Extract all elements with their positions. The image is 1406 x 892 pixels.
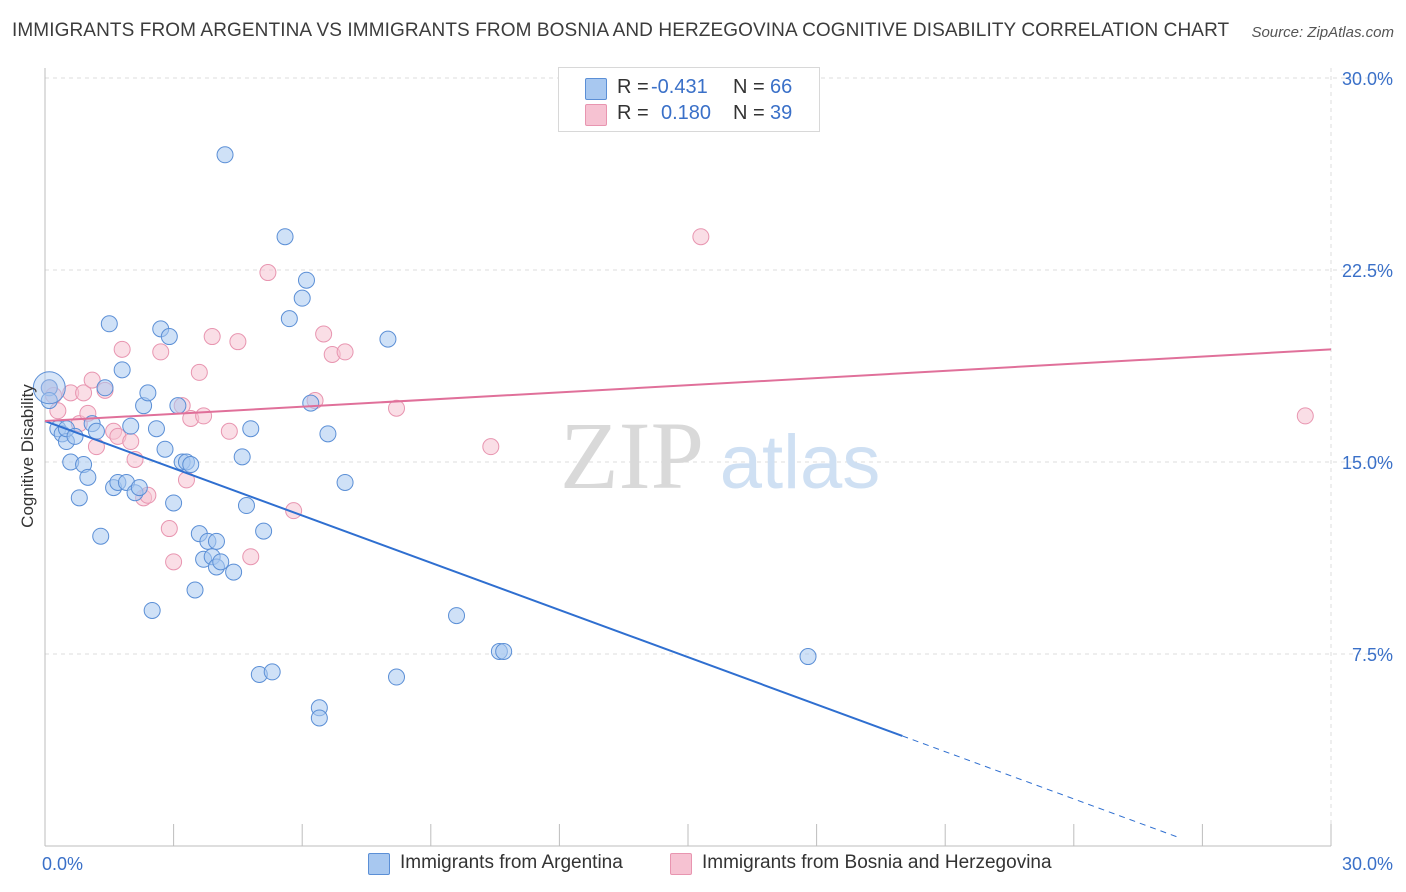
argentina-point [139, 384, 157, 402]
argentina-point [293, 289, 311, 307]
argentina-point [310, 709, 328, 727]
bosnia-point [203, 328, 221, 346]
argentina-point [379, 330, 397, 348]
bosnia-point [388, 399, 406, 417]
argentina-point [297, 271, 315, 289]
source-label: Source: ZipAtlas.com [1251, 24, 1394, 41]
bosnia-point [315, 325, 333, 343]
legend-r-value: -0.431 [651, 76, 708, 98]
argentina-point [216, 146, 234, 164]
argentina-point [156, 440, 174, 458]
argentina-point [255, 522, 273, 540]
argentina-point [276, 228, 294, 246]
bosnia-point [692, 228, 710, 246]
y-tick-label: 15.0% [1342, 453, 1393, 473]
argentina-point [388, 668, 406, 686]
legend-r-label: R = [617, 102, 649, 124]
argentina-point [143, 601, 161, 619]
bosnia-point [195, 407, 213, 425]
y-tick-label: 7.5% [1352, 645, 1393, 665]
argentina-point [40, 392, 58, 410]
bosnia-point [242, 548, 260, 566]
argentina-point [233, 448, 251, 466]
bosnia-point [229, 333, 247, 351]
legend-n-value: 39 [770, 102, 793, 124]
y-tick-label: 22.5% [1342, 261, 1393, 281]
bosnia-point [83, 371, 101, 389]
bosnia-point [259, 264, 277, 282]
argentina-trend-extension [902, 735, 1182, 839]
argentina-point [169, 397, 187, 415]
x-tick-label: 0.0% [42, 854, 83, 874]
argentina-point [66, 427, 84, 445]
argentina-point [225, 563, 243, 581]
chart-title: IMMIGRANTS FROM ARGENTINA VS IMMIGRANTS … [12, 20, 1230, 41]
bosnia-point [190, 363, 208, 381]
argentina-point [92, 527, 110, 545]
argentina-point [302, 394, 320, 412]
watermark-zip: ZIP [560, 402, 704, 509]
argentina-point [32, 371, 66, 405]
argentina-point [263, 663, 281, 681]
bosnia-point [177, 471, 195, 489]
argentina-point [130, 479, 148, 497]
bosnia-point [113, 340, 131, 358]
watermark: ZIP atlas [560, 402, 880, 509]
legend-r-label: R = [617, 76, 649, 98]
correlation-legend: R = -0.431 N = 66 R = 0.180 N = 39 [558, 67, 820, 132]
bosnia-point [482, 438, 500, 456]
argentina-point [165, 494, 183, 512]
x-tick-label: 30.0% [1342, 854, 1393, 874]
argentina-point [100, 315, 118, 333]
argentina-point [495, 642, 513, 660]
axes [44, 68, 1332, 847]
argentina-point [799, 648, 817, 666]
argentina-point [113, 361, 131, 379]
legend-n-value: 66 [770, 76, 793, 98]
bosnia-point [165, 553, 183, 571]
watermark-atlas: atlas [720, 420, 881, 505]
legend-swatch-blue [585, 78, 607, 100]
bosnia-point [75, 384, 93, 402]
legend-swatch-pink [670, 853, 692, 875]
legend-swatch-pink [585, 104, 607, 126]
argentina-point [212, 553, 230, 571]
argentina-point [79, 468, 97, 486]
y-axis-label: Cognitive Disability [18, 384, 37, 528]
argentina-point [242, 420, 260, 438]
trend-lines [44, 348, 1332, 839]
argentina-point [336, 473, 354, 491]
argentina-point [186, 581, 204, 599]
legend-n-label: N = [733, 76, 765, 98]
argentina-trend-line [44, 420, 903, 737]
argentina-point [70, 489, 88, 507]
legend-label: Immigrants from Argentina [400, 852, 623, 873]
argentina-point [160, 328, 178, 346]
bosnia-trend-line [44, 348, 1332, 423]
bosnia-point [336, 343, 354, 361]
bosnia-point [1296, 407, 1314, 425]
legend-label: Immigrants from Bosnia and Herzegovina [702, 852, 1052, 873]
legend-n-label: N = [733, 102, 765, 124]
argentina-point [207, 532, 225, 550]
argentina-point [448, 607, 466, 625]
bosnia-point [122, 433, 140, 451]
legend-swatch-blue [368, 853, 390, 875]
argentina-point [280, 310, 298, 328]
bosnia-point [152, 343, 170, 361]
y-tick-label: 30.0% [1342, 69, 1393, 89]
argentina-point [319, 425, 337, 443]
bosnia-point [220, 422, 238, 440]
bosnia-point [160, 520, 178, 538]
argentina-point [96, 379, 114, 397]
argentina-point [237, 497, 255, 515]
legend-r-value: 0.180 [661, 102, 712, 124]
tick-labels: 7.5% 15.0% 22.5% 30.0% 0.0% 30.0% [42, 69, 1393, 874]
argentina-point [147, 420, 165, 438]
argentina-point [122, 417, 140, 435]
argentina-point [182, 456, 200, 474]
